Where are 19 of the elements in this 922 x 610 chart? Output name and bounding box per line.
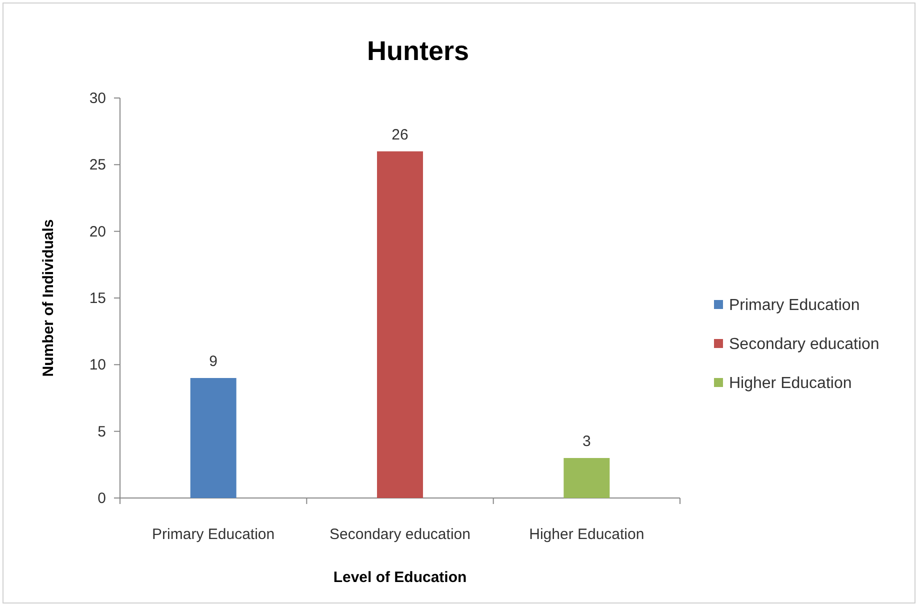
x-tick-label: Primary Education — [152, 526, 275, 543]
x-axis-title: Level of Education — [333, 569, 467, 586]
y-tick-label: 30 — [89, 90, 106, 107]
y-axis-title: Number of Individuals — [40, 219, 57, 377]
legend-label: Higher Education — [729, 375, 852, 392]
data-label: 26 — [392, 126, 408, 144]
x-tick-label: Higher Education — [529, 526, 644, 543]
y-tick-label: 10 — [89, 356, 106, 374]
legend-label: Primary Education — [729, 297, 860, 314]
y-tick-label: 15 — [89, 290, 106, 307]
y-tick-label: 0 — [98, 490, 106, 507]
y-tick-label: 25 — [89, 156, 106, 174]
data-label: 9 — [209, 353, 218, 370]
chart-title: Hunters — [366, 36, 470, 66]
legend-label: Secondary education — [729, 336, 880, 353]
data-label: 3 — [582, 433, 591, 450]
y-tick-label: 20 — [89, 223, 106, 240]
x-tick-label: Secondary education — [330, 526, 470, 543]
y-tick-label: 5 — [98, 423, 106, 440]
